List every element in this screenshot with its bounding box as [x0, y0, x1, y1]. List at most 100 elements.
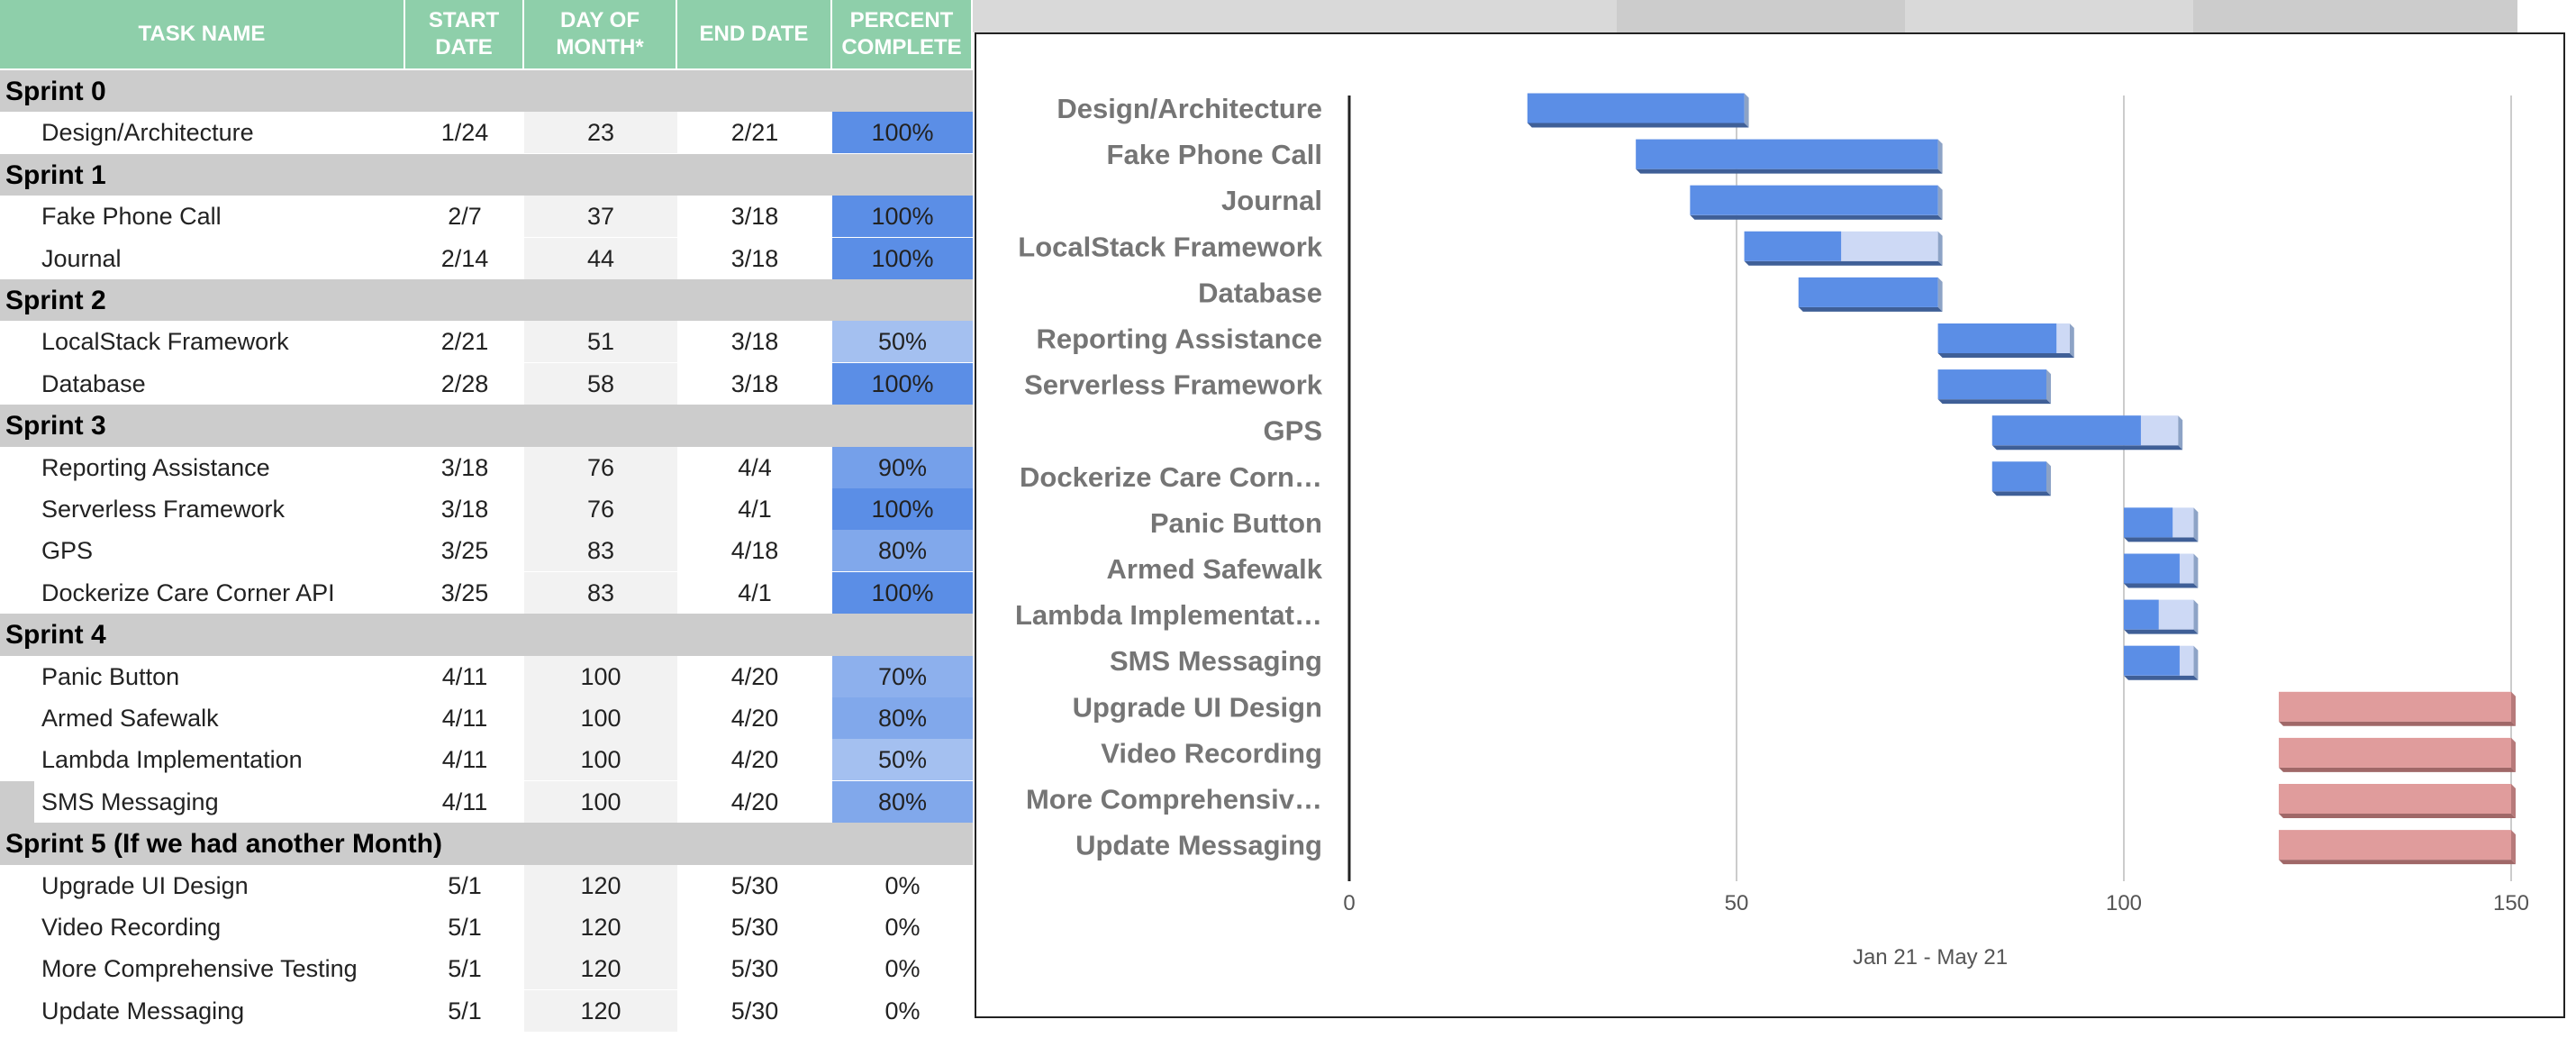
cell-percent-complete[interactable]: 50%: [832, 739, 973, 780]
cell-start-date[interactable]: 3/25: [405, 572, 524, 614]
cell-percent-complete[interactable]: 80%: [832, 781, 973, 823]
cell-day-of-month[interactable]: 100: [524, 656, 677, 697]
cell-task-name[interactable]: Panic Button: [0, 656, 405, 697]
cell-task-name[interactable]: Reporting Assistance: [0, 447, 405, 488]
cell-task-name[interactable]: Serverless Framework: [0, 488, 405, 530]
cell-task-name[interactable]: Armed Safewalk: [0, 697, 405, 739]
cell-task-name[interactable]: Lambda Implementation: [0, 739, 405, 780]
cell-task-name[interactable]: Journal: [0, 238, 405, 279]
task-row[interactable]: Video Recording 5/1 120 5/30 0%: [0, 906, 973, 949]
cell-percent-complete[interactable]: 50%: [832, 321, 973, 362]
gantt-chart[interactable]: 0 50 100 150 Jan 21 - May 21 Design/Architect…: [975, 32, 2565, 1018]
cell-task-name[interactable]: Fake Phone Call: [0, 196, 405, 237]
cell-end-date[interactable]: 4/4: [677, 447, 832, 488]
cell-day-of-month[interactable]: 120: [524, 990, 677, 1032]
cell-day-of-month[interactable]: 120: [524, 948, 677, 989]
cell-end-date[interactable]: 3/18: [677, 238, 832, 279]
cell-start-date[interactable]: 1/24: [405, 112, 524, 153]
cell-start-date[interactable]: 2/21: [405, 321, 524, 362]
cell-start-date[interactable]: 3/18: [405, 447, 524, 488]
cell-end-date[interactable]: 4/18: [677, 530, 832, 571]
cell-day-of-month[interactable]: 58: [524, 363, 677, 405]
task-row[interactable]: Database 2/28 58 3/18 100%: [0, 363, 973, 405]
cell-day-of-month[interactable]: 23: [524, 112, 677, 153]
task-row[interactable]: Dockerize Care Corner API 3/25 83 4/1 100%: [0, 572, 973, 615]
cell-task-name[interactable]: Upgrade UI Design: [0, 865, 405, 906]
cell-start-date[interactable]: 4/11: [405, 739, 524, 780]
cell-percent-complete[interactable]: 70%: [832, 656, 973, 697]
sprint-row[interactable]: Sprint 5 (If we had another Month): [0, 823, 973, 865]
cell-day-of-month[interactable]: 100: [524, 739, 677, 780]
cell-day-of-month[interactable]: 37: [524, 196, 677, 237]
cell-task-name[interactable]: SMS Messaging: [0, 781, 405, 823]
task-row[interactable]: Panic Button 4/11 100 4/20 70%: [0, 656, 973, 698]
cell-day-of-month[interactable]: 120: [524, 865, 677, 906]
cell-percent-complete[interactable]: 0%: [832, 948, 973, 989]
cell-day-of-month[interactable]: 76: [524, 488, 677, 530]
task-row[interactable]: Upgrade UI Design 5/1 120 5/30 0%: [0, 865, 973, 907]
cell-day-of-month[interactable]: 100: [524, 697, 677, 739]
cell-start-date[interactable]: 5/1: [405, 906, 524, 948]
task-row[interactable]: Design/Architecture 1/24 23 2/21 100%: [0, 112, 973, 154]
task-row[interactable]: More Comprehensive Testing 5/1 120 5/30 0%: [0, 948, 973, 990]
cell-end-date[interactable]: 5/30: [677, 990, 832, 1032]
cell-start-date[interactable]: 2/28: [405, 363, 524, 405]
task-row[interactable]: Reporting Assistance 3/18 76 4/4 90%: [0, 447, 973, 489]
cell-percent-complete[interactable]: 100%: [832, 196, 973, 237]
sprint-row[interactable]: Sprint 1: [0, 154, 973, 196]
sprint-row[interactable]: Sprint 3: [0, 405, 973, 447]
sprint-row[interactable]: Sprint 0: [0, 70, 973, 113]
cell-task-name[interactable]: Database: [0, 363, 405, 405]
cell-start-date[interactable]: 4/11: [405, 697, 524, 739]
cell-task-name[interactable]: LocalStack Framework: [0, 321, 405, 362]
sprint-row[interactable]: Sprint 2: [0, 279, 973, 322]
cell-percent-complete[interactable]: 100%: [832, 238, 973, 279]
cell-day-of-month[interactable]: 44: [524, 238, 677, 279]
cell-end-date[interactable]: 5/30: [677, 948, 832, 989]
cell-end-date[interactable]: 2/21: [677, 112, 832, 153]
cell-percent-complete[interactable]: 0%: [832, 990, 973, 1032]
cell-percent-complete[interactable]: 100%: [832, 112, 973, 153]
cell-end-date[interactable]: 4/20: [677, 781, 832, 823]
cell-end-date[interactable]: 4/20: [677, 656, 832, 697]
cell-start-date[interactable]: 5/1: [405, 948, 524, 989]
cell-percent-complete[interactable]: 0%: [832, 906, 973, 948]
cell-start-date[interactable]: 2/7: [405, 196, 524, 237]
cell-start-date[interactable]: 4/11: [405, 656, 524, 697]
cell-end-date[interactable]: 4/1: [677, 488, 832, 530]
cell-percent-complete[interactable]: 100%: [832, 363, 973, 405]
cell-start-date[interactable]: 5/1: [405, 865, 524, 906]
task-row[interactable]: Fake Phone Call 2/7 37 3/18 100%: [0, 196, 973, 238]
cell-task-name[interactable]: Design/Architecture: [0, 112, 405, 153]
cell-task-name[interactable]: GPS: [0, 530, 405, 571]
cell-percent-complete[interactable]: 80%: [832, 530, 973, 571]
task-row[interactable]: GPS 3/25 83 4/18 80%: [0, 530, 973, 572]
cell-end-date[interactable]: 3/18: [677, 363, 832, 405]
cell-end-date[interactable]: 4/20: [677, 739, 832, 780]
cell-start-date[interactable]: 3/18: [405, 488, 524, 530]
task-row[interactable]: Serverless Framework 3/18 76 4/1 100%: [0, 488, 973, 531]
cell-end-date[interactable]: 5/30: [677, 865, 832, 906]
task-row[interactable]: Lambda Implementation 4/11 100 4/20 50%: [0, 739, 973, 781]
cell-percent-complete[interactable]: 100%: [832, 488, 973, 530]
cell-task-name[interactable]: Update Messaging: [0, 990, 405, 1032]
cell-task-name[interactable]: Video Recording: [0, 906, 405, 948]
cell-day-of-month[interactable]: 100: [524, 781, 677, 823]
task-row[interactable]: Journal 2/14 44 3/18 100%: [0, 238, 973, 280]
cell-day-of-month[interactable]: 120: [524, 906, 677, 948]
cell-end-date[interactable]: 4/20: [677, 697, 832, 739]
cell-percent-complete[interactable]: 90%: [832, 447, 973, 488]
cell-start-date[interactable]: 4/11: [405, 781, 524, 823]
cell-day-of-month[interactable]: 76: [524, 447, 677, 488]
cell-start-date[interactable]: 5/1: [405, 990, 524, 1032]
cell-start-date[interactable]: 3/25: [405, 530, 524, 571]
cell-task-name[interactable]: Dockerize Care Corner API: [0, 572, 405, 614]
cell-percent-complete[interactable]: 80%: [832, 697, 973, 739]
cell-percent-complete[interactable]: 100%: [832, 572, 973, 614]
cell-start-date[interactable]: 2/14: [405, 238, 524, 279]
cell-day-of-month[interactable]: 83: [524, 572, 677, 614]
cell-end-date[interactable]: 3/18: [677, 196, 832, 237]
sprint-row[interactable]: Sprint 4: [0, 614, 973, 656]
cell-day-of-month[interactable]: 83: [524, 530, 677, 571]
cell-percent-complete[interactable]: 0%: [832, 865, 973, 906]
